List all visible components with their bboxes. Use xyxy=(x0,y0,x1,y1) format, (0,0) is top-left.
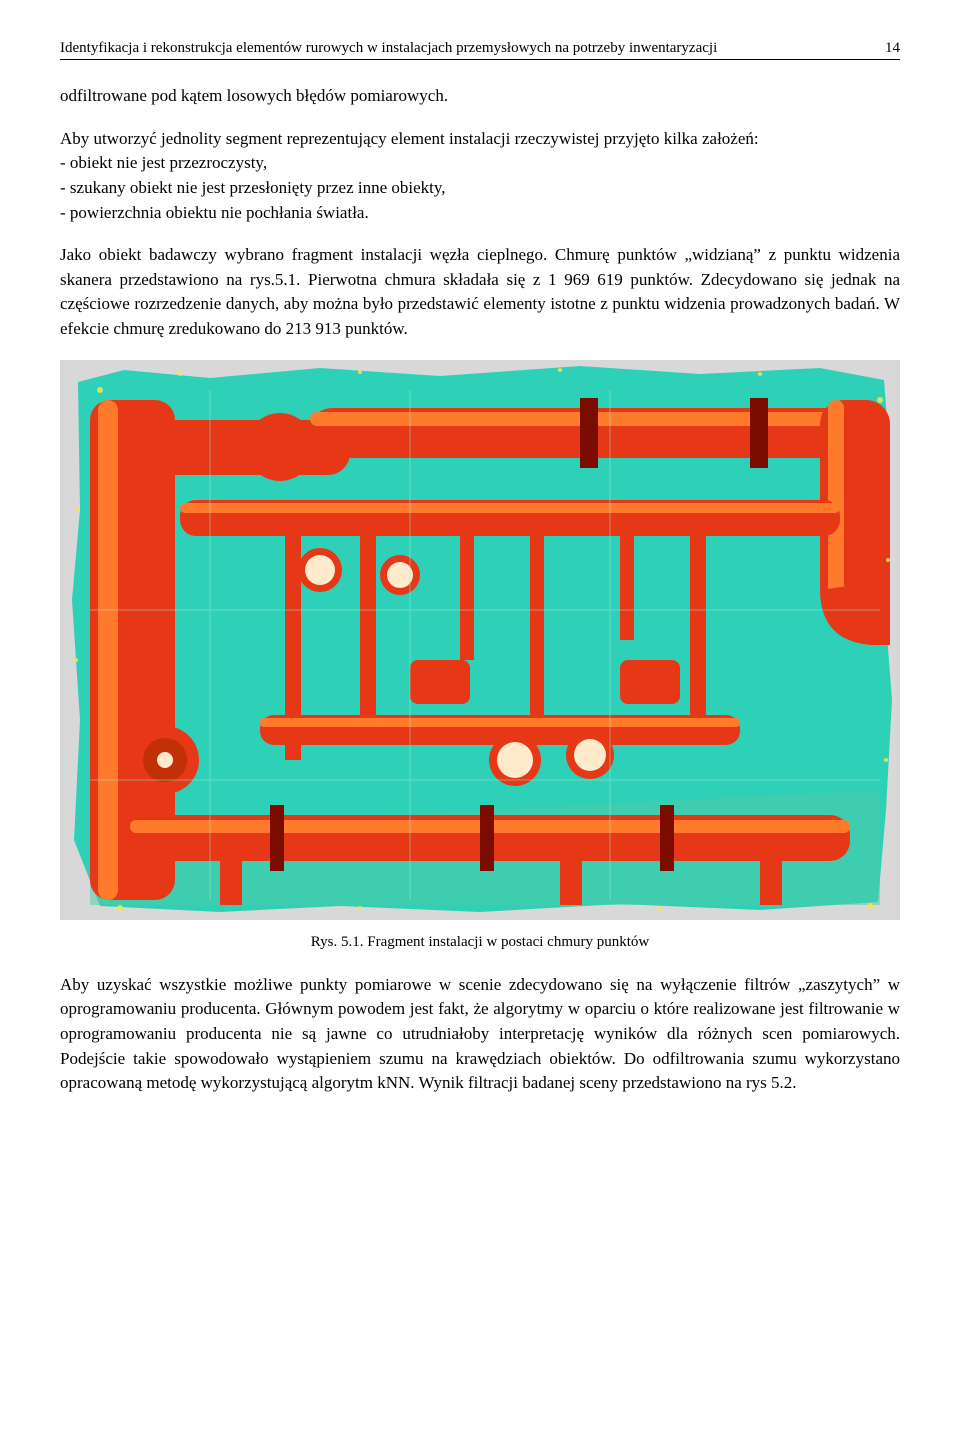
paragraph-4: Aby uzyskać wszystkie możliwe punkty pom… xyxy=(60,973,900,1096)
paragraph-3: Jako obiekt badawczy wybrano fragment in… xyxy=(60,243,900,342)
bullet-3: - powierzchnia obiektu nie pochłania świ… xyxy=(60,201,900,226)
page-number: 14 xyxy=(885,40,900,57)
point-cloud-image xyxy=(60,360,900,920)
bullet-2: - szukany obiekt nie jest przesłonięty p… xyxy=(60,176,900,201)
header-rule xyxy=(60,59,900,60)
paragraph-2-lead: Aby utworzyć jednolity segment reprezent… xyxy=(60,127,900,152)
figure-5-1 xyxy=(60,360,900,920)
bullet-1: - obiekt nie jest przezroczysty, xyxy=(60,151,900,176)
figure-caption: Rys. 5.1. Fragment instalacji w postaci … xyxy=(60,934,900,951)
running-title: Identyfikacja i rekonstrukcja elementów … xyxy=(60,40,717,57)
paragraph-1: odfiltrowane pod kątem losowych błędów p… xyxy=(60,84,900,109)
